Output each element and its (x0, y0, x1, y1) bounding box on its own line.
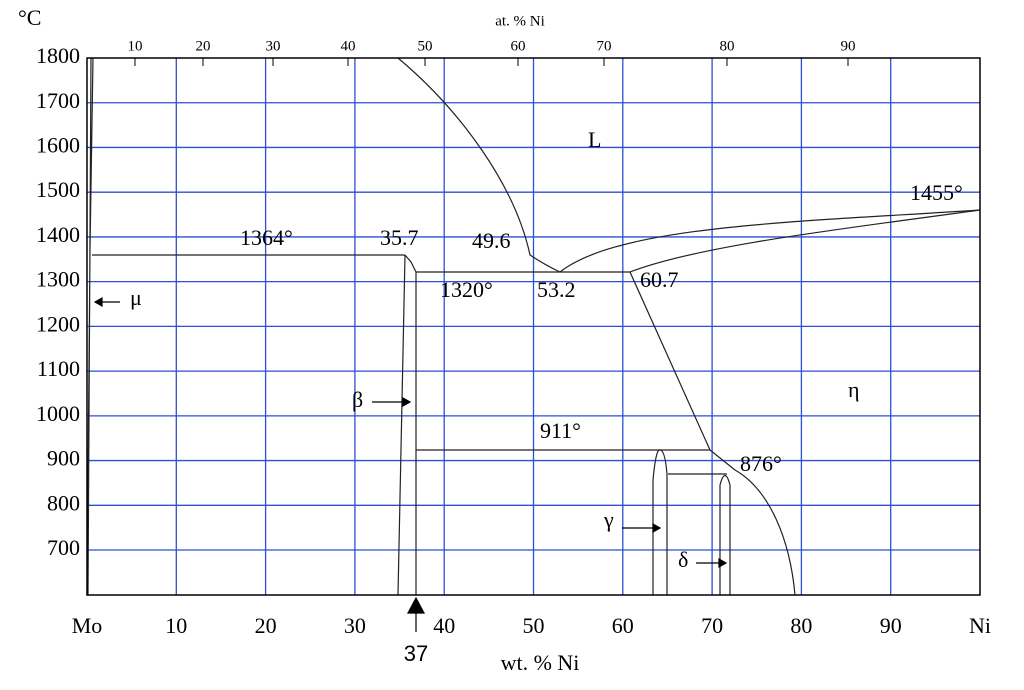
x-tick-label: 70 (701, 613, 723, 638)
x-tick-label: Ni (969, 613, 991, 638)
y-tick-label: 1000 (36, 401, 80, 426)
annotation: μ (130, 285, 142, 310)
y-tick-label: 1700 (36, 88, 80, 113)
top-tick-label: 20 (196, 38, 211, 54)
y-tick-label: 700 (47, 535, 80, 560)
annotation: 53.2 (537, 277, 576, 302)
y-tick-label: 1600 (36, 133, 80, 158)
top-tick-label: 30 (266, 38, 281, 54)
x-tick-label: 90 (880, 613, 902, 638)
annotation: 35.7 (380, 225, 419, 250)
top-axis-title: at. % Ni (495, 13, 545, 29)
annotation: 1364° (240, 225, 293, 250)
annotation: δ (678, 547, 688, 572)
marker-label: 37 (404, 641, 428, 666)
y-tick-label: 1400 (36, 222, 80, 247)
annotation: 911° (540, 418, 581, 443)
y-tick-label: 1500 (36, 177, 80, 202)
annotation: 1455° (910, 180, 963, 205)
arrows (93, 296, 728, 632)
y-tick-label: 1200 (36, 311, 80, 336)
labels: 1800 1700 1600 1500 1400 1300 1200 1100 1000 900 8… (18, 5, 991, 675)
top-tick-label: 90 (841, 38, 856, 54)
annotation: γ (603, 507, 614, 532)
top-tick-label: 70 (597, 38, 612, 54)
annotation: 1320° (440, 277, 493, 302)
y-tick-label: 900 (47, 446, 80, 471)
x-tick-label: 50 (523, 613, 545, 638)
y-tick-label: 1300 (36, 267, 80, 292)
x-tick-label: 80 (790, 613, 812, 638)
y-tick-label: 800 (47, 490, 80, 515)
x-axis-title: wt. % Ni (501, 650, 580, 675)
x-tick-label: 30 (344, 613, 366, 638)
annotation: β (352, 387, 363, 412)
x-tick-label: 20 (255, 613, 277, 638)
x-tick-label: 60 (612, 613, 634, 638)
grid (87, 58, 980, 595)
top-tick-label: 10 (128, 38, 143, 54)
y-tick-label: 1100 (37, 356, 80, 381)
annotation: η (848, 377, 860, 402)
x-tick-label: 10 (165, 613, 187, 638)
annotation: 60.7 (640, 267, 679, 292)
plot-frame (86, 57, 981, 596)
phase-boundaries (86, 57, 981, 596)
annotation: L (588, 127, 601, 152)
annotation: 49.6 (472, 228, 511, 253)
annotation: 876° (740, 451, 782, 476)
top-tick-label: 50 (418, 38, 433, 54)
y-tick-label: 1800 (36, 43, 80, 68)
y-unit: °C (18, 5, 41, 30)
top-tick-label: 40 (341, 38, 356, 54)
x-tick-label: 40 (433, 613, 455, 638)
x-tick-label: Mo (72, 613, 103, 638)
top-tick-label: 60 (511, 38, 526, 54)
top-tick-label: 80 (720, 38, 735, 54)
